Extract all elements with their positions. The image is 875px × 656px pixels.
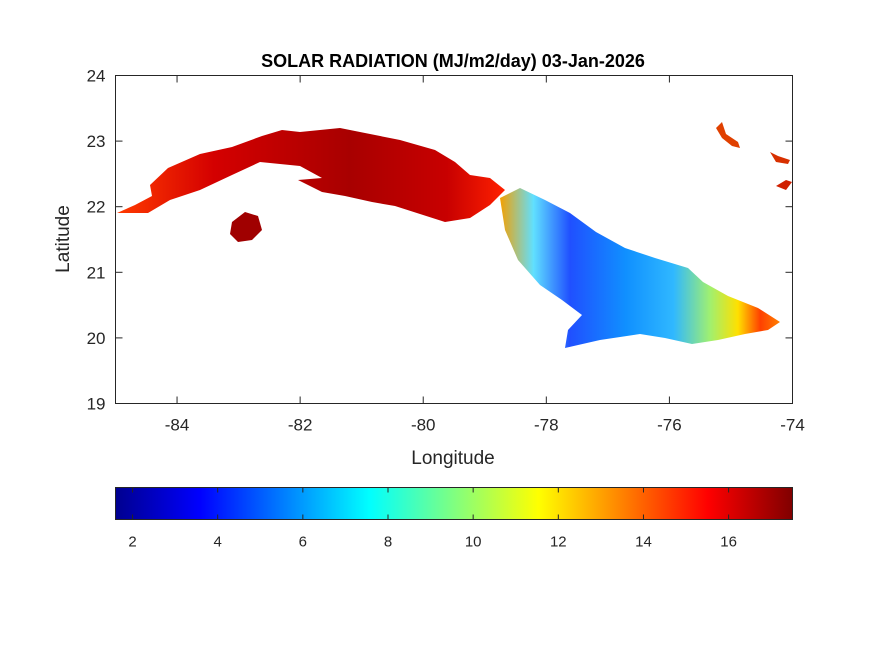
colorbar-tick-label: 14 bbox=[635, 534, 652, 551]
y-tick-label: 24 bbox=[87, 67, 106, 86]
y-tick-label: 19 bbox=[87, 395, 106, 414]
colorbar-tick-label: 10 bbox=[465, 534, 482, 551]
x-tick-label: -78 bbox=[534, 416, 559, 435]
colorbar bbox=[115, 487, 793, 520]
colorbar-tick-label: 6 bbox=[299, 534, 307, 551]
y-tick-label: 20 bbox=[87, 329, 106, 348]
region-cay-3 bbox=[776, 180, 792, 190]
map-layer bbox=[117, 122, 792, 348]
region-cay-2 bbox=[770, 152, 790, 164]
y-axis-label: Latitude bbox=[53, 205, 74, 273]
plot-area bbox=[115, 75, 793, 404]
chart-title: SOLAR RADIATION (MJ/m2/day) 03-Jan-2026 bbox=[261, 51, 645, 71]
x-tick-label: -80 bbox=[411, 416, 436, 435]
y-tick-label: 22 bbox=[87, 198, 106, 217]
x-tick-label: -76 bbox=[657, 416, 682, 435]
x-tick-label: -84 bbox=[165, 416, 190, 435]
colorbar-ticks: 2 4 6 8 10 12 14 16 bbox=[128, 487, 737, 551]
colorbar-tick-label: 12 bbox=[550, 534, 567, 551]
x-axis-label: Longitude bbox=[411, 448, 494, 469]
x-tick-label: -82 bbox=[288, 416, 313, 435]
colorbar-tick-label: 16 bbox=[720, 534, 737, 551]
colorbar-tick-label: 2 bbox=[128, 534, 136, 551]
x-axis-ticks: -84 -82 -80 -78 -76 -74 bbox=[165, 75, 805, 435]
region-east-cuba bbox=[500, 188, 780, 348]
y-tick-label: 23 bbox=[87, 132, 106, 151]
colorbar-tick-label: 4 bbox=[214, 534, 222, 551]
region-cay-1 bbox=[716, 122, 740, 148]
x-tick-label: -74 bbox=[780, 416, 805, 435]
y-tick-label: 21 bbox=[87, 263, 106, 282]
colorbar-tick-label: 8 bbox=[384, 534, 392, 551]
y-axis-ticks: 19 20 21 22 23 24 bbox=[87, 67, 793, 414]
region-isla-de-la-juventud bbox=[230, 212, 262, 242]
region-western-cuba bbox=[117, 128, 505, 222]
